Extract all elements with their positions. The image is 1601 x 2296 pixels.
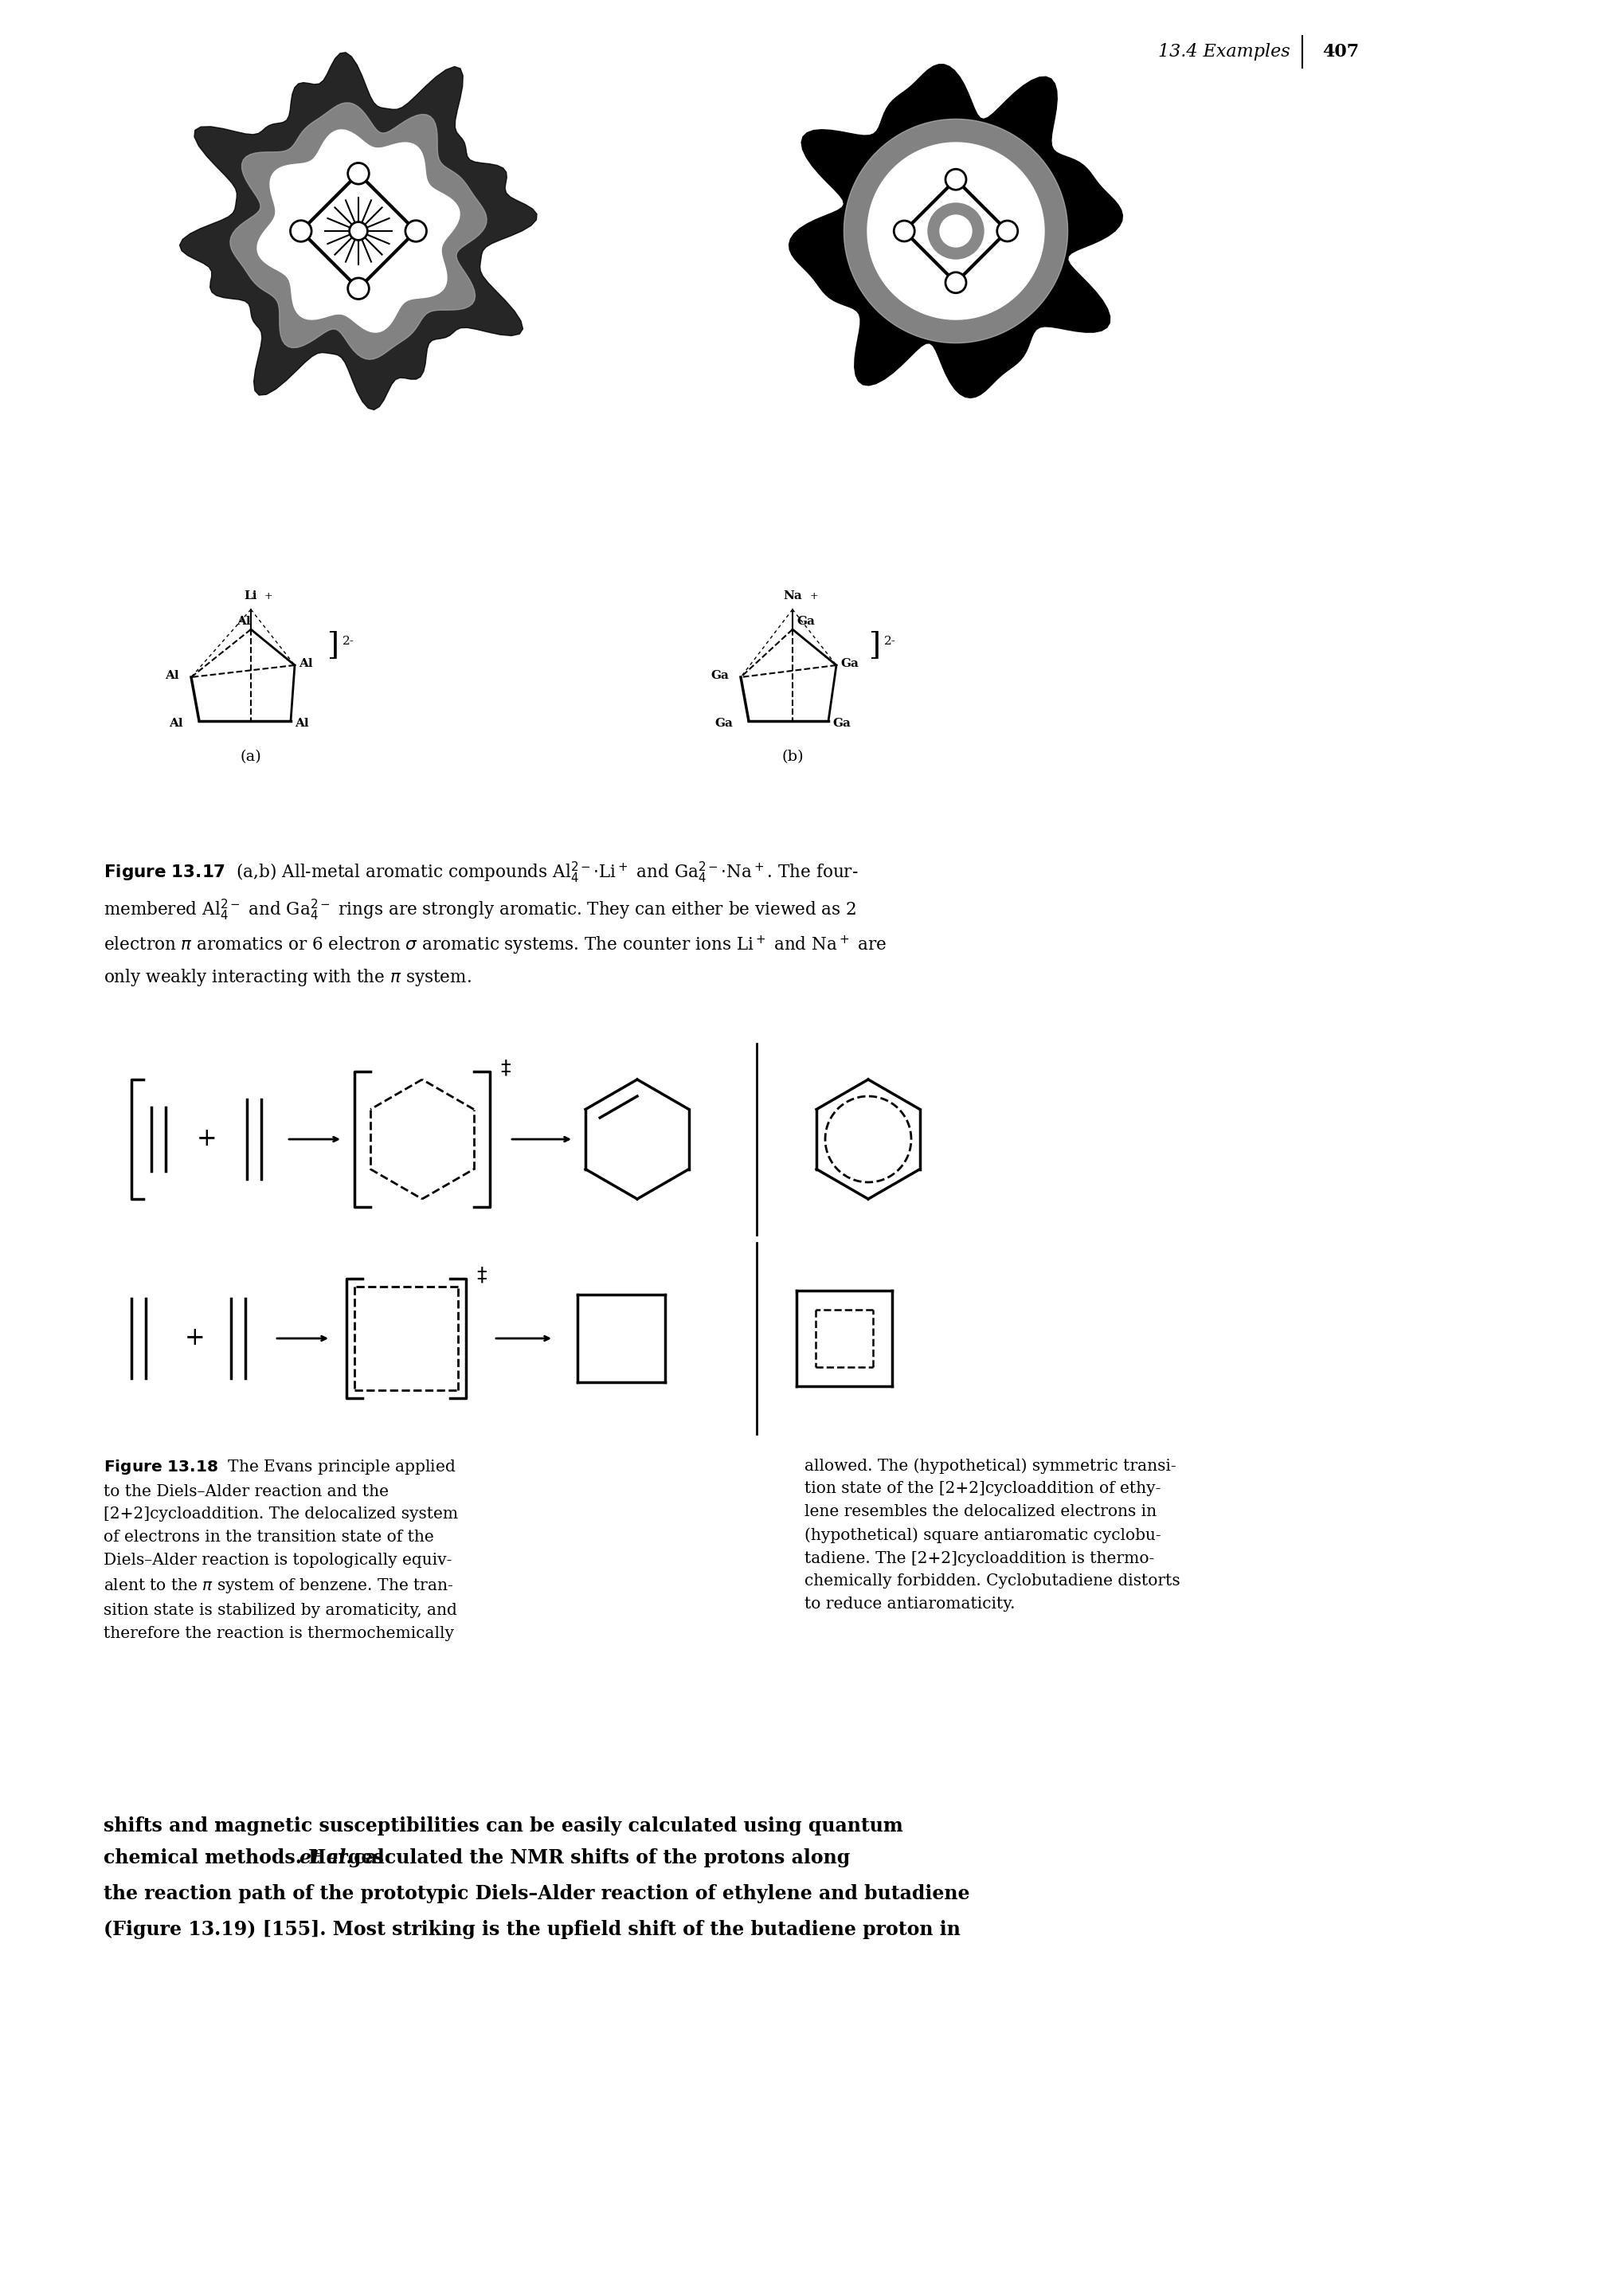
Circle shape bbox=[349, 223, 368, 241]
Circle shape bbox=[929, 202, 983, 259]
Text: 13.4 Examples: 13.4 Examples bbox=[1159, 44, 1290, 60]
Text: +: + bbox=[197, 1127, 218, 1153]
Text: Na: Na bbox=[783, 590, 802, 602]
Text: 407: 407 bbox=[1322, 44, 1359, 60]
Text: calculated the NMR shifts of the protons along: calculated the NMR shifts of the protons… bbox=[347, 1848, 850, 1867]
Text: chemical methods. Herges: chemical methods. Herges bbox=[104, 1848, 391, 1867]
Text: shifts and magnetic susceptibilities can be easily calculated using quantum: shifts and magnetic susceptibilities can… bbox=[104, 1816, 903, 1835]
Text: Ga: Ga bbox=[711, 670, 728, 682]
Text: Al: Al bbox=[295, 719, 309, 728]
Text: (b): (b) bbox=[781, 751, 804, 765]
Text: Ga: Ga bbox=[714, 719, 733, 728]
Polygon shape bbox=[844, 119, 1068, 342]
Text: 2-: 2- bbox=[343, 636, 354, 647]
Text: Al: Al bbox=[165, 670, 179, 682]
Text: Al: Al bbox=[299, 659, 312, 668]
Circle shape bbox=[347, 163, 368, 184]
Text: Li: Li bbox=[245, 590, 258, 602]
Text: (a): (a) bbox=[240, 751, 261, 765]
Polygon shape bbox=[231, 103, 487, 360]
Text: (Figure 13.19) [155]. Most striking is the upfield shift of the butadiene proton: (Figure 13.19) [155]. Most striking is t… bbox=[104, 1919, 961, 1940]
Circle shape bbox=[946, 170, 965, 191]
Text: +: + bbox=[264, 590, 272, 602]
Circle shape bbox=[946, 273, 965, 294]
Text: Al: Al bbox=[237, 615, 251, 627]
Polygon shape bbox=[258, 131, 459, 333]
Polygon shape bbox=[179, 53, 536, 409]
Text: ]: ] bbox=[327, 631, 339, 659]
Circle shape bbox=[405, 220, 426, 241]
Text: ]: ] bbox=[868, 631, 881, 659]
Circle shape bbox=[997, 220, 1018, 241]
Text: +: + bbox=[810, 590, 818, 602]
Text: ‡: ‡ bbox=[477, 1265, 487, 1283]
Text: +: + bbox=[186, 1327, 205, 1350]
Text: Ga: Ga bbox=[841, 659, 858, 668]
Circle shape bbox=[893, 220, 914, 241]
Text: Ga: Ga bbox=[797, 615, 815, 627]
Polygon shape bbox=[789, 64, 1122, 397]
Text: Ga: Ga bbox=[833, 719, 850, 728]
Text: Al: Al bbox=[170, 719, 183, 728]
Text: $\bf{Figure\ 13.18}$  The Evans principle applied
to the Diels–Alder reaction an: $\bf{Figure\ 13.18}$ The Evans principle… bbox=[104, 1458, 458, 1642]
Text: et al.: et al. bbox=[299, 1848, 352, 1867]
Text: $\bf{Figure\ 13.17}$  (a,b) All-metal aromatic compounds Al$_4^{2-}$$\cdot$Li$^+: $\bf{Figure\ 13.17}$ (a,b) All-metal aro… bbox=[104, 861, 887, 987]
Polygon shape bbox=[868, 142, 1044, 319]
Text: ‡: ‡ bbox=[501, 1058, 511, 1077]
Circle shape bbox=[940, 216, 972, 248]
Text: allowed. The (hypothetical) symmetric transi-
tion state of the [2+2]cycloadditi: allowed. The (hypothetical) symmetric tr… bbox=[804, 1458, 1180, 1612]
Text: the reaction path of the prototypic Diels–Alder reaction of ethylene and butadie: the reaction path of the prototypic Diel… bbox=[104, 1885, 970, 1903]
Circle shape bbox=[347, 278, 368, 298]
Text: 2-: 2- bbox=[884, 636, 897, 647]
Circle shape bbox=[290, 220, 312, 241]
